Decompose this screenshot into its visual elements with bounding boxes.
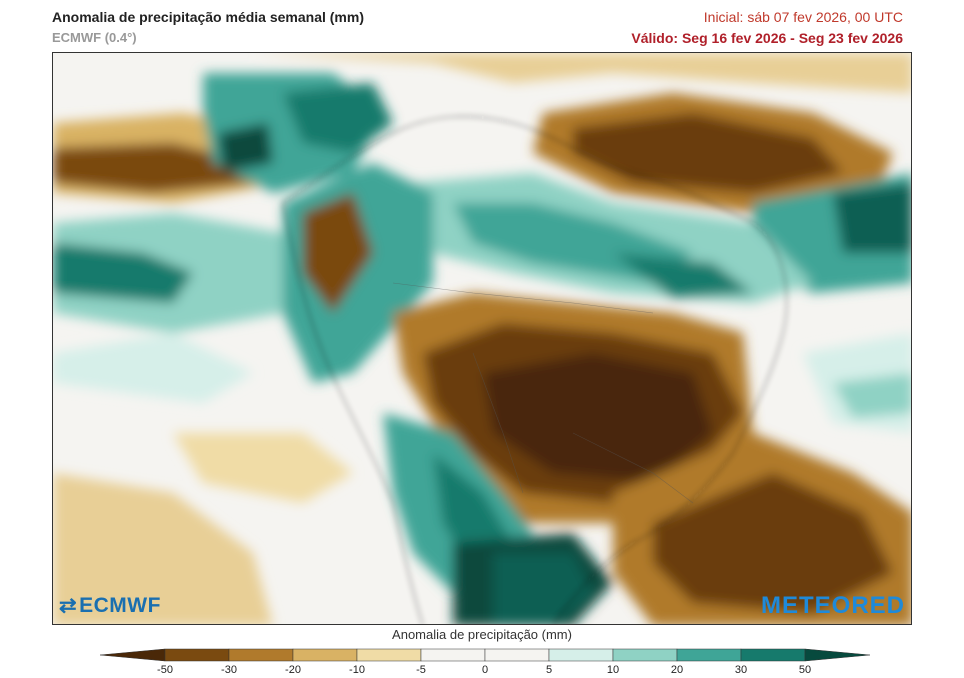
colorbar-segment [740,648,806,662]
colorbar-segment [612,648,678,662]
ecmwf-logo-text: ECMWF [79,594,161,617]
colorbar-tick-label: -20 [285,664,301,676]
colorbar-segment [484,648,550,662]
colorbar-tick-label: -30 [221,664,237,676]
colorbar-segment [292,648,358,662]
colorbar-tick-label: 20 [670,664,684,676]
precipitation-anomaly-map[interactable]: ⇄ECMWF METEORED [52,52,912,625]
model-label: ECMWF (0.4°) [52,30,137,45]
colorbar-tick-label: -10 [349,664,365,676]
colorbar-segment [228,648,294,662]
valid-period: Válido: Seg 16 fev 2026 - Seg 23 fev 202… [631,30,903,46]
colorbar-tick-label: 5 [545,664,553,676]
borders [392,282,694,504]
colorbar-segment [164,648,230,662]
colorbar-tick-label: 30 [734,664,748,676]
colorbar-tick-label: 10 [606,664,620,676]
chart-title: Anomalia de precipitação média semanal (… [52,9,364,25]
ecmwf-logo: ⇄ECMWF [59,593,161,618]
coastline [282,116,788,624]
map-svg [53,53,911,624]
colorbar-tick-label: 50 [798,664,812,676]
colorbar-segment [676,648,742,662]
colorbar-tick-label: -50 [157,664,173,676]
colorbar [100,648,870,662]
colorbar-arrow-right [804,648,870,662]
colorbar-tick-label: 0 [481,664,489,676]
colorbar-segment [420,648,486,662]
colorbar-segment [356,648,422,662]
colorbar-segment [548,648,614,662]
colorbar-arrow-left [100,648,166,662]
anomaly-field [53,53,911,624]
init-time: Inicial: sáb 07 fev 2026, 00 UTC [703,9,903,25]
ecmwf-symbol-icon: ⇄ [59,594,78,617]
colorbar-title: Anomalia de precipitação (mm) [392,627,572,642]
colorbar-tick-label: -5 [416,664,426,676]
meteored-logo: METEORED [760,592,905,619]
